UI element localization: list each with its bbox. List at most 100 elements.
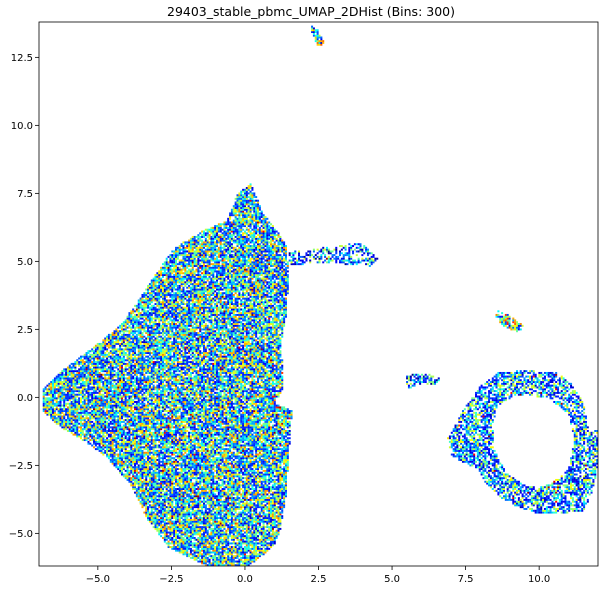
heatmap-cell (161, 339, 164, 342)
heatmap-cell (154, 339, 157, 342)
heatmap-cell (135, 381, 138, 383)
heatmap-cell (119, 377, 122, 380)
heatmap-cell (163, 506, 166, 509)
heatmap-cell (169, 397, 172, 400)
heatmap-cell (148, 518, 151, 521)
heatmap-cell (148, 511, 151, 514)
heatmap-cell (55, 400, 58, 403)
heatmap-cell (106, 361, 109, 364)
heatmap-cell (68, 370, 71, 373)
heatmap-cell (173, 462, 176, 465)
heatmap-cell (74, 377, 77, 380)
heatmap-cell (150, 292, 153, 295)
heatmap-cell (141, 344, 144, 347)
heatmap-cell (173, 353, 176, 356)
heatmap-cell (94, 370, 97, 373)
heatmap-cell (98, 350, 101, 353)
heatmap-cell (94, 422, 97, 425)
heatmap-cell (130, 453, 133, 456)
heatmap-cell (85, 406, 88, 409)
heatmap-cell (104, 346, 107, 349)
heatmap-cell (154, 341, 157, 344)
heatmap-cell (139, 440, 142, 443)
heatmap-cell (139, 484, 142, 487)
heatmap-cell (100, 393, 103, 396)
heatmap-cell (165, 301, 168, 304)
heatmap-cell (124, 435, 127, 438)
heatmap-cell (83, 413, 86, 416)
heatmap-cell (126, 459, 129, 461)
heatmap-cell (165, 304, 168, 307)
heatmap-cell (76, 428, 79, 431)
heatmap-cell (106, 350, 109, 353)
heatmap-cell (173, 410, 176, 413)
heatmap-cell (141, 326, 144, 329)
heatmap-cell (96, 419, 99, 422)
heatmap-cell (163, 368, 166, 371)
heatmap-cell (126, 473, 129, 476)
heatmap-cell (122, 400, 125, 403)
heatmap-cell (81, 390, 84, 393)
heatmap-cell (126, 348, 129, 351)
heatmap-cell (68, 404, 71, 407)
heatmap-cell (65, 410, 68, 413)
heatmap-cell (124, 433, 127, 436)
heatmap-cell (171, 413, 174, 416)
heatmap-cell (158, 522, 161, 525)
heatmap-cell (173, 292, 176, 295)
heatmap-cell (85, 420, 88, 423)
heatmap-cell (89, 419, 92, 422)
heatmap-cell (120, 370, 123, 373)
heatmap-cell (106, 422, 109, 425)
heatmap-cell (100, 437, 103, 440)
heatmap-cell (119, 379, 122, 382)
heatmap-cell (167, 449, 170, 452)
heatmap-cell (165, 513, 168, 516)
heatmap-cell (173, 495, 176, 498)
heatmap-cell (158, 471, 161, 474)
heatmap-cell (72, 371, 75, 374)
heatmap-cell (167, 379, 170, 382)
heatmap-cell (134, 462, 137, 465)
heatmap-cell (148, 301, 151, 304)
heatmap-cell (122, 473, 125, 476)
heatmap-cell (120, 453, 123, 456)
heatmap-cell (171, 411, 174, 414)
heatmap-cell (115, 428, 118, 431)
heatmap-cell (143, 489, 146, 492)
heatmap-cell (96, 446, 99, 449)
heatmap-cell (175, 513, 178, 516)
heatmap-cell (109, 344, 112, 347)
heatmap-cell (126, 399, 129, 402)
heatmap-cell (169, 377, 172, 380)
heatmap-cell (126, 406, 129, 409)
heatmap-cell (141, 381, 144, 383)
heatmap-cell (135, 317, 138, 320)
heatmap-cell (52, 417, 55, 420)
heatmap-cell (143, 359, 146, 362)
heatmap-cell (135, 477, 138, 480)
heatmap-cell (135, 482, 138, 485)
heatmap-cell (120, 341, 123, 344)
heatmap-cell (130, 368, 133, 371)
heatmap-cell (173, 250, 176, 253)
heatmap-cell (173, 281, 176, 284)
heatmap-cell (160, 422, 163, 425)
heatmap-cell (171, 507, 174, 510)
heatmap-cell (150, 515, 153, 518)
heatmap-cell (111, 399, 114, 402)
heatmap-cell (161, 312, 164, 315)
heatmap-cell (98, 362, 101, 365)
heatmap-cell (167, 386, 170, 389)
heatmap-cell (130, 312, 133, 315)
heatmap-cell (102, 428, 105, 431)
heatmap-cell (139, 352, 142, 354)
heatmap-cell (119, 386, 122, 389)
heatmap-cell (161, 292, 164, 295)
heatmap-cell (173, 471, 176, 474)
heatmap-cell (63, 393, 66, 396)
heatmap-cell (65, 419, 68, 422)
heatmap-cell (74, 379, 77, 382)
heatmap-cell (141, 315, 144, 318)
heatmap-cell (130, 404, 133, 407)
